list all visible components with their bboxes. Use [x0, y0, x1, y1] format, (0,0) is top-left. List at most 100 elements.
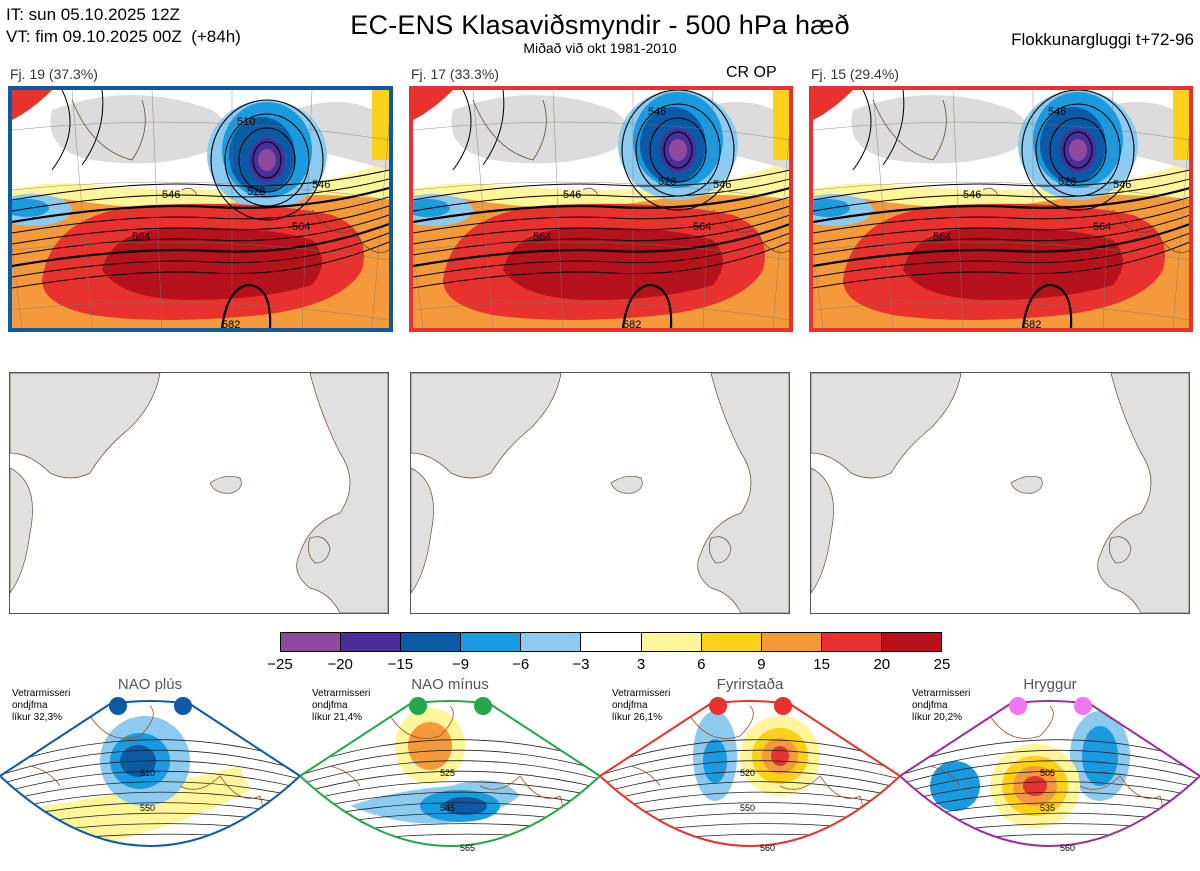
cluster-3-label: Fj. 15 (29.4%): [811, 66, 899, 82]
contour-label: 546: [162, 189, 180, 201]
colorbar-tick-label: 25: [933, 656, 951, 673]
regime-map: 510 550: [0, 697, 300, 847]
page-title: EC-ENS Klasaviðsmyndir - 500 hPa hæð: [350, 10, 850, 40]
contour-label: 564: [533, 231, 551, 243]
colorbar-swatch: [401, 633, 462, 651]
contour-label: 565: [460, 843, 475, 853]
contour-label: 546: [1048, 106, 1066, 118]
regime-blocking[interactable]: 520 550 560 Fyrirstaða Vetrarmisseri ondjfma l…: [600, 676, 900, 871]
contour-label: 550: [740, 803, 755, 813]
regime-meta: Vetrarmisseri ondjfma líkur 21,4%: [312, 688, 371, 723]
contour-label: 564: [693, 221, 711, 233]
land-mask-map: [811, 373, 1189, 613]
colorbar-swatch: [641, 633, 702, 651]
contour-label: 564: [292, 221, 310, 233]
colorbar-tick-label: −15: [387, 656, 414, 673]
contour-label: 546: [563, 189, 581, 201]
regime-map: 525 545 565: [300, 697, 600, 853]
contour-label: 582: [1023, 319, 1041, 328]
cluster-2-tag: CR OP: [726, 64, 777, 81]
regime-map: 520 550 560: [600, 697, 900, 853]
page-subtitle: Miðað við okt 1981-2010: [523, 40, 677, 56]
regime-meta: Vetrarmisseri ondjfma líkur 20,2%: [912, 688, 971, 723]
colorbar-swatch: [881, 633, 942, 651]
regime-marker: [774, 697, 792, 715]
cluster-anomaly-map: 510 528 546 546 564 564 582: [12, 90, 389, 328]
regime-meta: Vetrarmisseri ondjfma líkur 26,1%: [612, 688, 671, 723]
cluster-1-label: Fj. 19 (37.3%): [10, 66, 98, 82]
colorbar-swatch: [521, 633, 582, 651]
colorbar-swatch: [581, 633, 642, 651]
regime-marker: [174, 697, 192, 715]
cluster-2-label: Fj. 17 (33.3%): [411, 66, 499, 82]
blank-map-2: [410, 372, 790, 614]
colorbar-swatch: [281, 633, 342, 651]
colorbar-tick-label: −25: [267, 656, 293, 673]
contour-label: 550: [140, 803, 155, 813]
regime-marker: [109, 697, 127, 715]
regime-name: NAO plús: [117, 676, 183, 693]
colorbar-tick-label: −6: [512, 656, 530, 673]
colorbar-swatch: [821, 633, 882, 651]
colorbar-swatch: [761, 633, 822, 651]
colorbar-tick-label: 6: [697, 656, 706, 673]
regime-name: Hryggur: [1023, 676, 1077, 693]
classification-window: Flokkunargluggi t+72-96: [1011, 30, 1194, 49]
regime-name: NAO mínus: [411, 676, 489, 693]
colorbar-tick-label: 9: [757, 656, 766, 673]
regime-marker: [474, 697, 492, 715]
regime-marker: [409, 697, 427, 715]
contour-label: 505: [1040, 768, 1055, 778]
colorbar-tick-label: 15: [813, 656, 830, 673]
contour-label: 564: [1093, 221, 1111, 233]
regime-marker: [1009, 697, 1027, 715]
regime-nao-minus[interactable]: 525 545 565 NAO mínus Vetrarmisseri ondjfma lí…: [300, 676, 600, 871]
cluster-2-map[interactable]: 546 528 546 546 564 564 582: [409, 86, 793, 332]
contour-label: 560: [760, 843, 775, 853]
regime-nao-plus[interactable]: 510 550 NAO plús Vetrarmisseri ondjfma líkur …: [0, 676, 300, 871]
contour-label: 582: [222, 319, 240, 328]
regime-marker: [1074, 697, 1092, 715]
contour-label: 546: [1113, 179, 1131, 191]
regime-map: 505 535 560: [900, 697, 1200, 853]
contour-label: 546: [713, 179, 731, 191]
contour-label: 525: [440, 768, 455, 778]
contour-label: 520: [740, 768, 755, 778]
valid-time: VT: fim 09.10.2025 00Z (+84h): [6, 27, 241, 46]
land-mask-map: [10, 373, 388, 613]
contour-label: 582: [623, 319, 641, 328]
land-mask-map: [411, 373, 789, 613]
colorbar-tick-label: 20: [873, 656, 891, 673]
cluster-anomaly-map: 546 528 546 546 564 564 582: [413, 90, 789, 328]
blank-map-3: [810, 372, 1190, 614]
contour-label: 546: [963, 189, 981, 201]
contour-label: 545: [440, 803, 455, 813]
contour-label: 564: [132, 231, 150, 243]
colorbar-swatch: [341, 633, 402, 651]
regime-marker: [709, 697, 727, 715]
contour-label: 546: [312, 179, 330, 191]
contour-label: 528: [247, 186, 265, 198]
colorbar-swatch: [461, 633, 522, 651]
regime-name: Fyrirstaða: [716, 676, 784, 693]
regime-meta: Vetrarmisseri ondjfma líkur 32,3%: [12, 688, 71, 723]
anomaly-colorbar: [280, 632, 942, 652]
colorbar-tick-label: −20: [327, 656, 353, 673]
contour-label: 528: [1058, 176, 1076, 188]
initial-time: IT: sun 05.10.2025 12Z: [6, 5, 180, 24]
contour-label: 564: [933, 231, 951, 243]
colorbar-swatch: [701, 633, 762, 651]
colorbar-ticks: −25 −20 −15 −9 −6 −3 3 6 9 15 20 25: [267, 656, 950, 674]
contour-label: 528: [658, 176, 676, 188]
blank-map-1: [9, 372, 389, 614]
colorbar-tick-label: 3: [636, 656, 646, 673]
regime-ridge[interactable]: 505 535 560 Hryggur Vetrarmisseri ondjfma líku…: [900, 676, 1200, 871]
contour-label: 546: [648, 106, 666, 118]
cluster-1-map[interactable]: 510 528 546 546 564 564 582: [8, 86, 393, 332]
cluster-anomaly-map: 546 528 546 546 564 564 582: [813, 90, 1189, 328]
contour-label: 510: [237, 116, 255, 128]
colorbar-tick-label: −3: [572, 656, 590, 673]
colorbar-tick-label: −9: [451, 656, 470, 673]
cluster-3-map[interactable]: 546 528 546 546 564 564 582: [809, 86, 1193, 332]
header-times: IT: sun 05.10.2025 12Z VT: fim 09.10.2025…: [6, 4, 241, 48]
